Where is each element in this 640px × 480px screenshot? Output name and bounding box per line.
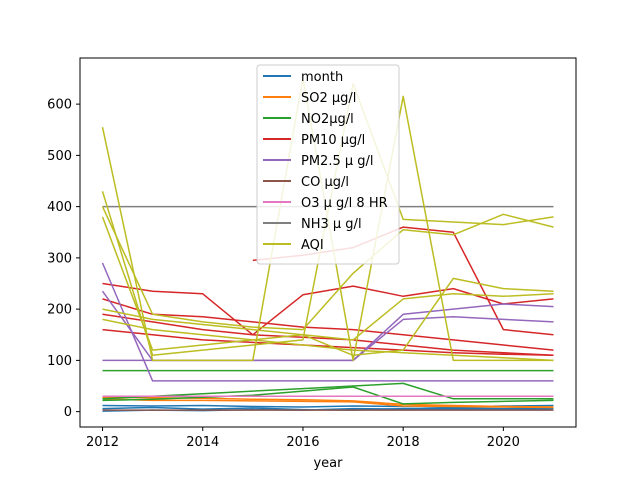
series-line-3-2 bbox=[102, 313, 554, 357]
y-tick-label: 100 bbox=[47, 354, 72, 369]
y-tick-label: 0 bbox=[64, 405, 72, 420]
plot-frame bbox=[79, 57, 577, 428]
x-tick-label: 2014 bbox=[186, 435, 219, 450]
y-tick-label: 500 bbox=[47, 149, 72, 164]
legend-label: CO µg/l bbox=[301, 175, 349, 190]
x-tick-label: 2016 bbox=[286, 435, 319, 450]
legend-label: AQI bbox=[301, 238, 324, 253]
x-tick-label: 2018 bbox=[387, 435, 420, 450]
series-line-8-5 bbox=[102, 318, 554, 362]
series-line-2-2 bbox=[102, 386, 554, 405]
y-tick-label: 600 bbox=[47, 98, 72, 113]
x-tick-label: 2020 bbox=[487, 435, 520, 450]
series-line-8-3 bbox=[101, 216, 554, 357]
series-line-2-1 bbox=[102, 382, 554, 400]
series-line-8-2 bbox=[101, 206, 554, 331]
legend-label: NO2µg/l bbox=[301, 112, 354, 127]
series-line-3-3 bbox=[102, 328, 554, 357]
legend-label: NH3 µ g/l bbox=[301, 217, 362, 232]
series-line-4-0 bbox=[101, 262, 554, 382]
legend-label: month bbox=[301, 70, 343, 85]
series-line-3-0 bbox=[102, 282, 554, 336]
x-axis-label: year bbox=[313, 456, 343, 471]
legend-label: PM2.5 µ g/l bbox=[301, 154, 374, 169]
legend-label: O3 µ g/l 8 HR bbox=[301, 196, 388, 211]
legend-box bbox=[256, 64, 400, 265]
x-tick-label: 2012 bbox=[86, 435, 119, 450]
y-tick-label: 200 bbox=[47, 303, 72, 318]
y-tick-label: 400 bbox=[47, 200, 72, 215]
series-line-8-4 bbox=[102, 293, 554, 341]
y-tick-label: 300 bbox=[47, 251, 72, 266]
legend-label: SO2 µg/l bbox=[301, 91, 356, 106]
series-line-3-1 bbox=[102, 298, 554, 351]
legend-label: PM10 µg/l bbox=[301, 133, 365, 148]
